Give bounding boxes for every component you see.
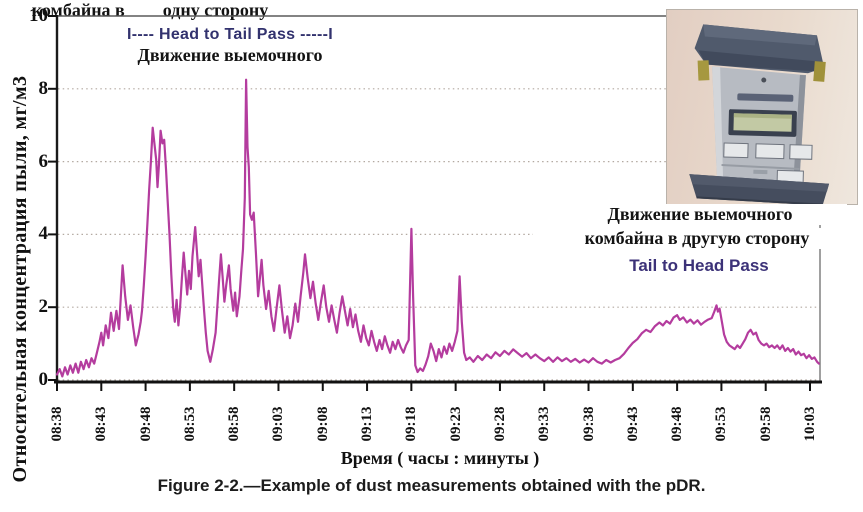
x-tick-label: 09:53 [713, 406, 730, 442]
y-axis-title: Относительная концентрация пыли, мг/м3 [9, 75, 31, 483]
pdr-left-clip [697, 60, 710, 81]
pdr-inlet [761, 77, 767, 83]
dust-trace [55, 78, 821, 378]
annotation-left-line1: Движение выемочного [137, 45, 323, 65]
head-to-tail-pass-label: I---- Head to Tail Pass -----I [126, 26, 334, 43]
x-tick-label: 08:38 [49, 406, 65, 442]
y-tick-label: 0 [38, 369, 49, 390]
x-tick-label: 09:48 [669, 406, 686, 442]
annotation-right-line2: комбайна в другую сторону [533, 228, 861, 249]
x-tick-label: 09:43 [624, 406, 641, 442]
x-tick-label: 08:53 [181, 406, 198, 442]
pdr-button [755, 143, 785, 160]
x-axis-title: Время ( часы : минуты ) [340, 448, 540, 468]
figure-caption: Figure 2-2.—Example of dust measurements… [157, 476, 706, 495]
pdr-button [723, 142, 749, 159]
y-tick-label: 10 [29, 5, 48, 26]
pdr-right-clip [813, 61, 826, 82]
x-tick-label: 08:43 [93, 406, 110, 442]
y-tick-label: 2 [38, 296, 49, 318]
annotation-right-line1: Движение выемочного [553, 204, 847, 225]
x-tick-label: 10:03 [802, 406, 818, 442]
pdr-device-drawing [689, 24, 830, 206]
x-tick-label: 09:58 [757, 406, 774, 442]
pdr-instrument-photo [667, 10, 857, 206]
x-tick-label: 09:48 [137, 406, 154, 442]
y-tick-label: 6 [38, 150, 49, 172]
x-tick-label: 08:58 [226, 406, 243, 442]
pdr-button [789, 144, 813, 160]
pdr-logo [737, 93, 794, 102]
y-tick-label: 4 [38, 223, 49, 245]
y-tick-label: 8 [38, 77, 49, 99]
tail-to-head-pass-label: Tail to Head Pass [583, 256, 815, 276]
